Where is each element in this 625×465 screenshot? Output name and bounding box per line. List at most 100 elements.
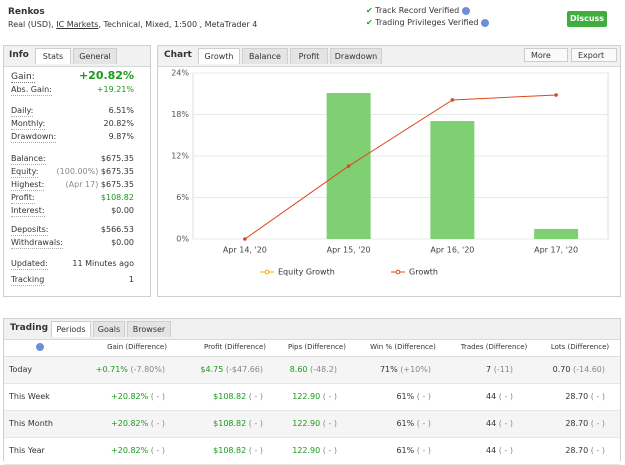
x-tick-label: Apr 15, '20	[327, 246, 371, 255]
stat-value: 1	[129, 274, 134, 286]
stat-number: $675.35	[100, 154, 134, 163]
account-info: Real (USD), IC Markets, Technical, Mixed…	[8, 19, 257, 31]
stat-value: (100.00%) $675.35	[57, 166, 134, 178]
table-cell: 0.70 (-14.60)	[553, 364, 605, 376]
tab[interactable]: Goals	[93, 321, 125, 337]
stat-value: $108.82	[101, 192, 134, 204]
panel-title: Info	[9, 50, 29, 60]
cell-value: $4.75	[200, 365, 226, 374]
period-label: This Year	[9, 446, 45, 455]
table-cell: 44 ( - )	[486, 418, 513, 430]
stat-value: $0.00	[111, 237, 134, 249]
cell-value: 61%	[396, 419, 417, 428]
account-prefix: Real (USD),	[8, 20, 54, 29]
cell-value: 61%	[396, 392, 417, 401]
cell-diff: ( - )	[248, 446, 263, 455]
table-row	[4, 438, 620, 465]
stat-value: 9.87%	[109, 131, 134, 143]
y-tick-label: 24%	[171, 69, 189, 78]
stat-label: Daily:	[11, 106, 34, 117]
stat-label: Highest:	[11, 180, 45, 191]
cell-value: +20.82%	[111, 446, 151, 455]
table-cell: 7 (-11)	[486, 364, 513, 376]
cell-value: +20.82%	[111, 419, 151, 428]
stat-value: 6.51%	[109, 105, 134, 117]
table-row	[4, 357, 620, 384]
stat-value: (Apr 17) $675.35	[66, 179, 134, 191]
cell-value: 8.60	[289, 365, 311, 374]
table-cell: $108.82 ( - )	[213, 418, 263, 430]
badge: ✔ Track Record Verified	[366, 5, 470, 17]
cell-diff: (-14.60)	[572, 365, 605, 374]
stat-label: Tracking	[11, 275, 45, 286]
table-cell: +0.71% (-7.80%)	[96, 364, 165, 376]
table-cell: $4.75 (-$47.66)	[200, 364, 263, 376]
gain-value: +20.82%	[78, 69, 134, 82]
cell-diff: (+10%)	[400, 365, 431, 374]
tab[interactable]: Profit	[290, 48, 328, 64]
cell-value: 7	[486, 365, 494, 374]
table-cell: 122.90 ( - )	[292, 445, 337, 457]
cell-diff: ( - )	[498, 419, 513, 428]
table-cell: +20.82% ( - )	[111, 418, 165, 430]
tab[interactable]: Browser	[127, 321, 171, 337]
stat-number: $108.82	[100, 193, 134, 202]
cell-value: 28.70	[565, 446, 591, 455]
x-tick-label: Apr 14, '20	[223, 246, 267, 255]
gain-label: Gain:	[11, 72, 35, 83]
stat-label: Updated:	[11, 259, 48, 270]
stat-number: 20.82%	[103, 119, 134, 128]
cell-diff: (-11)	[493, 365, 513, 374]
stat-note: (Apr 17)	[65, 180, 101, 189]
legend-label: Equity Growth	[278, 268, 335, 277]
stat-value: $566.53	[101, 224, 134, 236]
cell-value: 71%	[379, 365, 401, 374]
account-suffix: , Technical, Mixed, 1:500 , MetaTrader 4	[98, 20, 258, 29]
period-label: This Month	[9, 419, 53, 428]
stat-value: $0.00	[111, 205, 134, 217]
cell-value: +0.71%	[95, 365, 131, 374]
stat-value: 11 Minutes ago	[72, 258, 134, 270]
menu-button[interactable]: More	[524, 48, 568, 62]
cell-diff: ( - )	[416, 392, 431, 401]
table-cell: 44 ( - )	[486, 445, 513, 457]
column-header: Gain (Difference)	[107, 343, 167, 351]
tab[interactable]: Balance	[242, 48, 288, 64]
cell-value: 61%	[396, 446, 417, 455]
panel-title: Trading	[10, 323, 49, 333]
discuss-button[interactable]: Discuss	[567, 11, 607, 27]
tab[interactable]: Periods	[51, 321, 91, 337]
table-cell: $108.82 ( - )	[213, 391, 263, 403]
cell-diff: ( - )	[248, 419, 263, 428]
tab[interactable]: General	[73, 48, 117, 64]
tab[interactable]: Growth	[198, 48, 240, 64]
cell-diff: ( - )	[248, 392, 263, 401]
y-tick-label: 18%	[171, 110, 189, 119]
cell-value: $108.82	[213, 446, 249, 455]
cell-diff: (-7.80%)	[130, 365, 165, 374]
column-header: Win % (Difference)	[370, 343, 436, 351]
table-cell: $108.82 ( - )	[213, 445, 263, 457]
stat-number: 9.87%	[108, 132, 134, 141]
tab[interactable]: Stats	[35, 48, 71, 64]
cell-value: $108.82	[213, 392, 249, 401]
table-row	[4, 411, 620, 438]
cell-diff: ( - )	[498, 392, 513, 401]
tab[interactable]: Drawdown	[330, 48, 382, 64]
cell-diff: (-$47.66)	[225, 365, 263, 374]
table-cell: 28.70 ( - )	[565, 418, 605, 430]
stat-number: 11 Minutes ago	[72, 259, 134, 268]
table-row	[4, 384, 620, 411]
table-cell: 61% ( - )	[396, 418, 431, 430]
menu-button[interactable]: Export	[571, 48, 617, 62]
stat-label: Abs. Gain:	[11, 85, 52, 96]
legend-label: Growth	[409, 268, 438, 277]
stat-value: 20.82%	[103, 118, 134, 130]
y-tick-label: 12%	[171, 152, 189, 161]
broker-link[interactable]: IC Markets	[56, 20, 99, 29]
info-icon	[36, 343, 44, 351]
panel-title: Chart	[164, 50, 192, 60]
x-tick-label: Apr 16, '20	[430, 246, 474, 255]
cell-diff: (-48.2)	[310, 365, 337, 374]
table-cell: 8.60 (-48.2)	[290, 364, 337, 376]
